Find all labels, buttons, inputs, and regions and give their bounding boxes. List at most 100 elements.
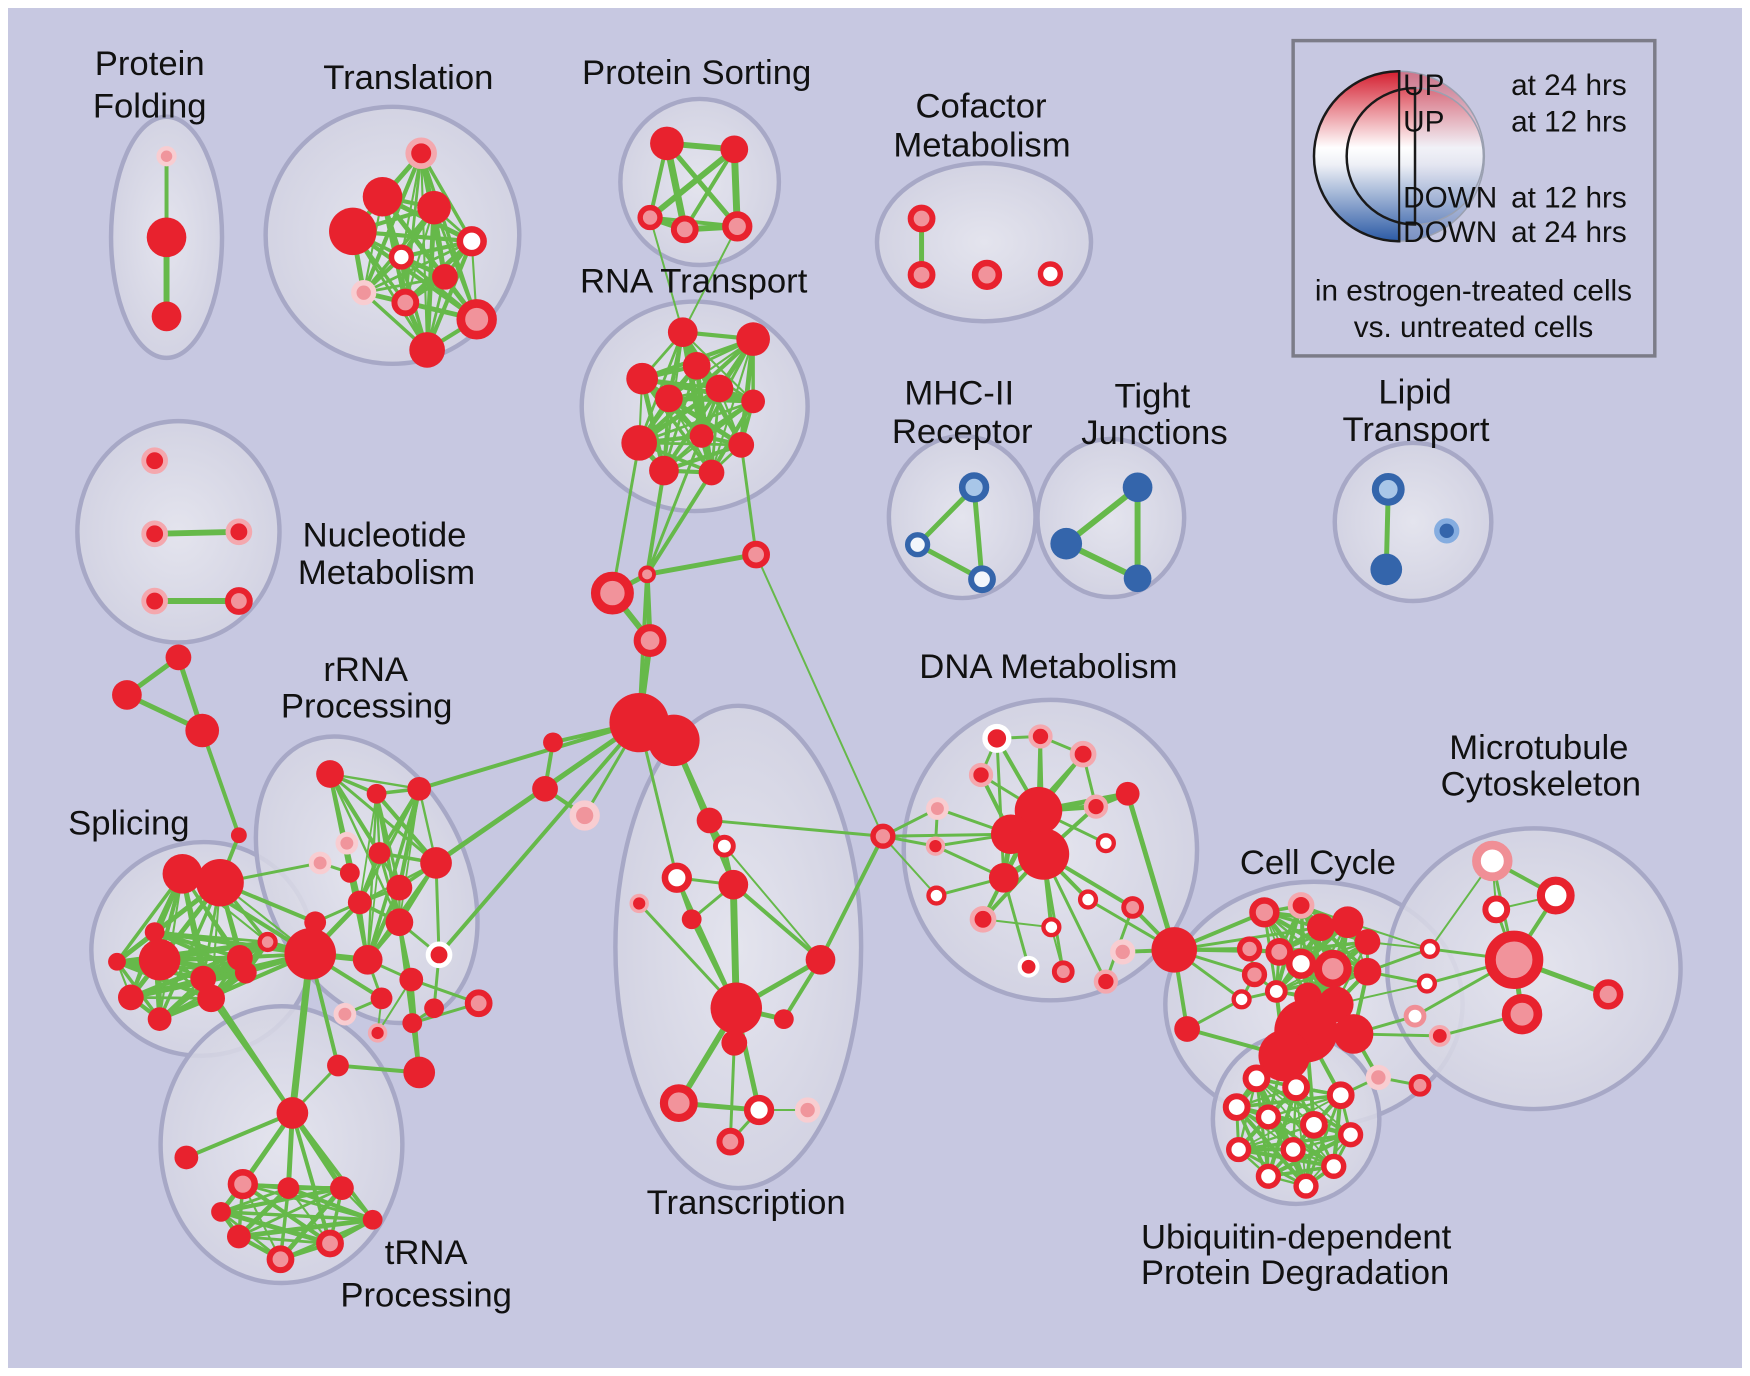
node-r13 [425,941,453,969]
node-tl4 [329,207,377,256]
node-tl7 [351,280,377,306]
node-ch4 [633,624,667,657]
node-m5 [1593,979,1624,1010]
node-tr1 [227,1169,258,1200]
cluster-label: Nucleotide [303,517,467,555]
node-tj2 [1050,527,1083,560]
node-tr2 [277,1177,300,1199]
node-d21 [1051,960,1075,984]
node-t13 [716,1127,745,1156]
network-edge [666,396,756,404]
node-c19 [1365,1064,1391,1091]
node-r4 [335,831,359,855]
node-ps4 [670,215,699,244]
node-pf3 [151,301,182,332]
node-tr7 [316,1229,344,1258]
node-u2 [1282,1073,1311,1102]
network-edge [708,818,885,838]
cluster-label: Tight [1115,377,1191,415]
node-d19 [1110,939,1136,965]
network-figure: Protein Folding Translation Protein Sorting… [68,38,1683,1315]
node-x4 [230,827,247,844]
legend-direction-label: DOWN [1403,182,1497,215]
node-d2 [1028,724,1053,749]
node-tj3 [1123,564,1152,593]
node-r10 [347,890,372,915]
node-t5 [629,893,649,914]
network-edge [200,728,241,838]
node-r3 [407,776,432,801]
node-d18 [1151,927,1198,973]
network-edge [682,147,737,232]
network-edge [664,140,740,229]
node-t2 [713,834,736,858]
node-ln1 [174,1145,199,1170]
node-r19 [367,1023,388,1043]
node-tl1 [405,137,437,170]
node-u10 [1255,1163,1282,1189]
node-c13 [1231,989,1252,1010]
node-th [276,1097,309,1129]
node-rt6 [741,389,766,414]
node-t8 [710,982,763,1034]
node-tl11 [409,332,445,368]
node-r18 [333,1002,357,1026]
node-tr3 [330,1176,354,1200]
node-c7 [1265,938,1294,966]
node-sp7 [147,1007,172,1031]
cluster-label: Protein [95,45,205,83]
node-rt8 [621,425,658,461]
network-edge [728,1041,736,1144]
node-n1 [141,447,168,474]
node-c11 [1241,962,1268,988]
node-t14 [773,1009,794,1029]
cluster-label: Receptor [892,413,1033,451]
node-c12 [1264,980,1288,1003]
node-d20 [1017,955,1040,978]
node-c17 [1333,1014,1374,1054]
cluster-label: Processing [340,1277,512,1315]
cluster-label: Protein Degradation [1141,1254,1449,1292]
node-s2 [1416,973,1438,994]
cluster-label: tRNA [385,1234,469,1272]
node-d15 [1077,889,1099,910]
network-edge [1277,940,1370,954]
node-d14 [969,905,997,933]
network-edge [152,929,313,957]
cluster-label: Splicing [68,804,189,842]
network-edge [358,792,378,904]
node-r5 [308,851,332,875]
node-ch3 [590,571,634,615]
node-n5 [224,587,253,615]
node-sp12 [257,931,278,953]
node-tl3 [417,190,451,225]
node-mh2 [904,532,931,558]
node-t6 [805,944,836,975]
node-rt3 [626,362,659,395]
network-edge [237,1235,332,1245]
node-mh3 [968,565,996,594]
network-edge [400,152,423,259]
node-cb2 [1258,1029,1310,1082]
network-edge [1125,791,1177,953]
label-layer: Protein Folding Translation Protein Sorting… [68,45,1641,1314]
cluster-label: Translation [323,59,493,97]
legend-time-label: at 24 hrs [1511,69,1627,102]
node-bp1 [870,823,896,849]
node-c5 [1354,929,1381,955]
node-u1 [1242,1064,1271,1093]
network-edge [236,1217,376,1239]
node-t12 [794,1097,821,1123]
legend-time-label: at 12 hrs [1511,106,1627,139]
legend-direction-label: UP [1403,106,1444,139]
node-ps5 [722,211,753,242]
cluster-label: Transport [1342,411,1489,449]
node-d9 [925,836,946,856]
legend: UP at 24 hrs UP at 12 hrs DOWN at 12 hrs DOWN a… [1291,38,1657,358]
node-tr5 [226,1224,251,1249]
node-cc15 [1174,1016,1201,1042]
node-ch2 [742,540,770,569]
node-t1 [696,807,723,834]
node-r16 [464,989,493,1018]
network-edge [115,960,248,975]
